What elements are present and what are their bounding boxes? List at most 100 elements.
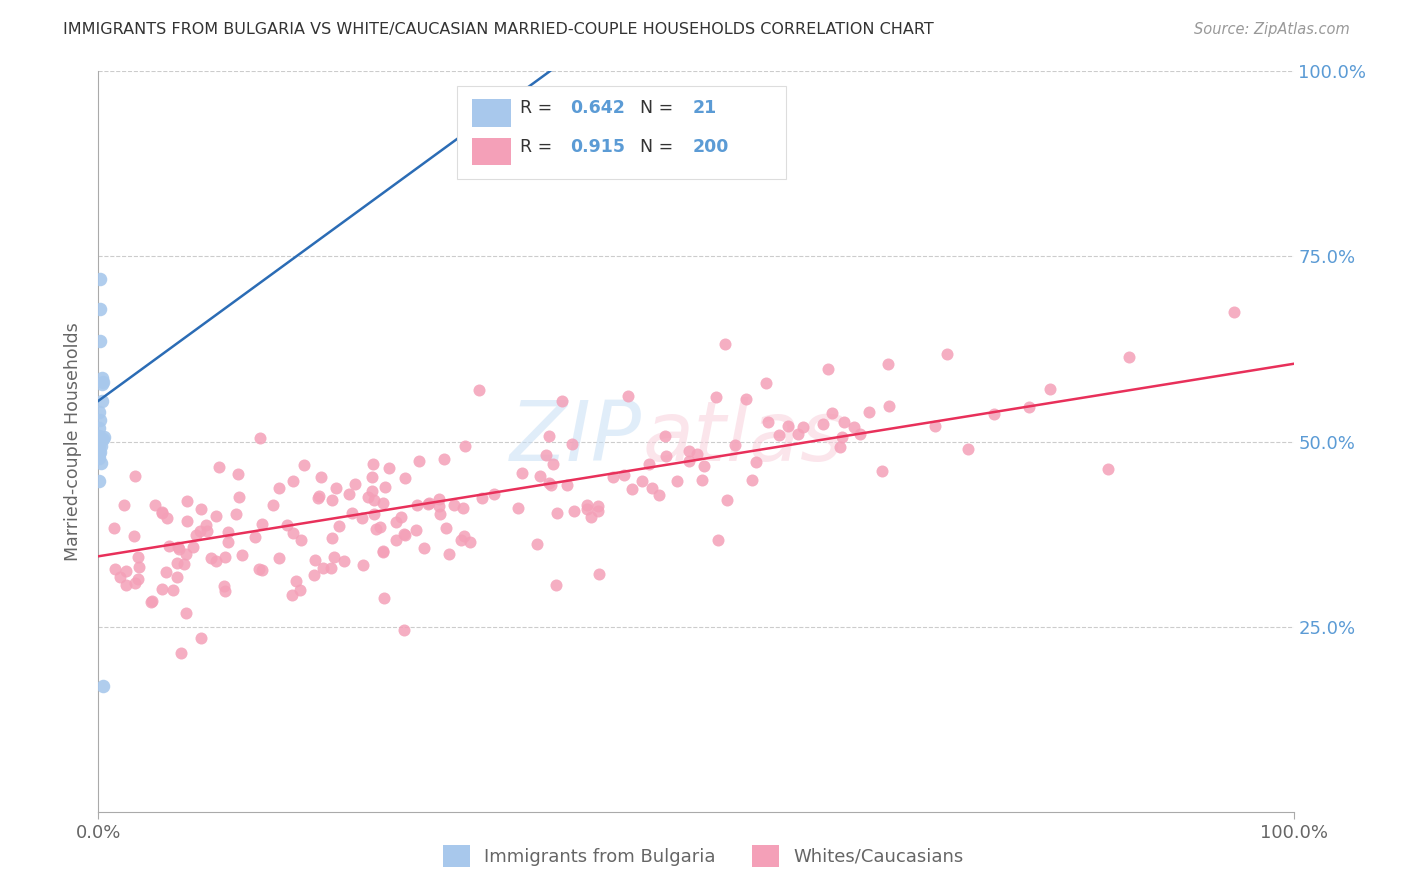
- Point: [89, 413, 111, 427]
- Point: [418, 496, 440, 510]
- Point: [394, 471, 416, 485]
- Point: [90, 456, 112, 470]
- Point: [190, 502, 212, 516]
- Point: [167, 541, 190, 556]
- Point: [190, 632, 212, 646]
- Point: [269, 550, 291, 565]
- Point: [205, 554, 228, 568]
- Point: [786, 427, 808, 442]
- Point: [87, 405, 110, 419]
- Point: [706, 533, 728, 547]
- Point: [176, 606, 198, 620]
- Point: [724, 438, 747, 452]
- Point: [870, 465, 893, 479]
- Point: [734, 392, 756, 407]
- Point: [686, 447, 709, 461]
- Point: [87, 450, 110, 465]
- Point: [453, 529, 475, 543]
- Point: [613, 468, 636, 483]
- Point: [437, 547, 460, 561]
- Point: [876, 357, 898, 371]
- Point: [281, 474, 304, 488]
- Point: [262, 499, 284, 513]
- Point: [768, 427, 790, 442]
- Point: [617, 389, 640, 403]
- Point: [879, 399, 901, 413]
- Point: [139, 594, 162, 608]
- Point: [217, 524, 239, 539]
- Point: [90, 370, 112, 384]
- Point: [471, 491, 494, 506]
- Point: [406, 498, 429, 512]
- Point: [394, 527, 416, 541]
- Point: [936, 346, 959, 360]
- Point: [429, 508, 451, 522]
- Point: [89, 420, 111, 434]
- Point: [361, 457, 384, 471]
- Point: [678, 443, 700, 458]
- Point: [214, 583, 236, 598]
- FancyBboxPatch shape: [457, 87, 786, 178]
- Point: [186, 528, 208, 542]
- Point: [308, 489, 330, 503]
- Point: [458, 534, 481, 549]
- Point: [546, 578, 568, 592]
- Text: 200: 200: [692, 138, 728, 156]
- Point: [562, 504, 585, 518]
- Point: [433, 452, 456, 467]
- Point: [588, 566, 610, 581]
- Point: [363, 507, 385, 521]
- Point: [575, 501, 598, 516]
- Point: [560, 437, 582, 451]
- Point: [325, 481, 347, 495]
- Point: [309, 470, 332, 484]
- Point: [176, 514, 198, 528]
- Point: [551, 393, 574, 408]
- Text: 0.915: 0.915: [571, 138, 626, 156]
- Text: ZIP: ZIP: [510, 397, 643, 478]
- Point: [413, 541, 436, 555]
- Point: [127, 572, 149, 586]
- Point: [333, 554, 356, 568]
- Point: [249, 431, 271, 445]
- Point: [755, 376, 778, 391]
- Point: [394, 527, 416, 541]
- Point: [526, 537, 548, 551]
- Point: [506, 501, 529, 516]
- Point: [104, 561, 127, 575]
- FancyBboxPatch shape: [472, 138, 510, 165]
- Point: [181, 541, 204, 555]
- Point: [842, 420, 865, 434]
- Point: [1118, 350, 1140, 364]
- Point: [166, 569, 188, 583]
- Point: [924, 419, 946, 434]
- Point: [167, 540, 190, 554]
- Point: [228, 491, 250, 505]
- Point: [150, 506, 173, 520]
- Point: [89, 444, 111, 458]
- Point: [586, 504, 609, 518]
- Point: [205, 509, 228, 524]
- Point: [704, 390, 727, 404]
- Point: [208, 460, 231, 475]
- Point: [654, 429, 676, 443]
- Point: [170, 646, 193, 660]
- Point: [166, 556, 188, 570]
- Point: [91, 376, 114, 390]
- Point: [371, 545, 394, 559]
- Point: [200, 550, 222, 565]
- Point: [321, 492, 343, 507]
- Point: [344, 477, 367, 491]
- Point: [155, 565, 177, 579]
- Point: [374, 480, 396, 494]
- Point: [443, 499, 465, 513]
- Point: [250, 517, 273, 532]
- Point: [156, 511, 179, 525]
- Point: [1039, 382, 1062, 396]
- Point: [666, 474, 689, 488]
- Point: [267, 481, 290, 495]
- Point: [195, 518, 218, 533]
- Point: [364, 522, 387, 536]
- Point: [307, 491, 329, 505]
- Point: [321, 531, 343, 545]
